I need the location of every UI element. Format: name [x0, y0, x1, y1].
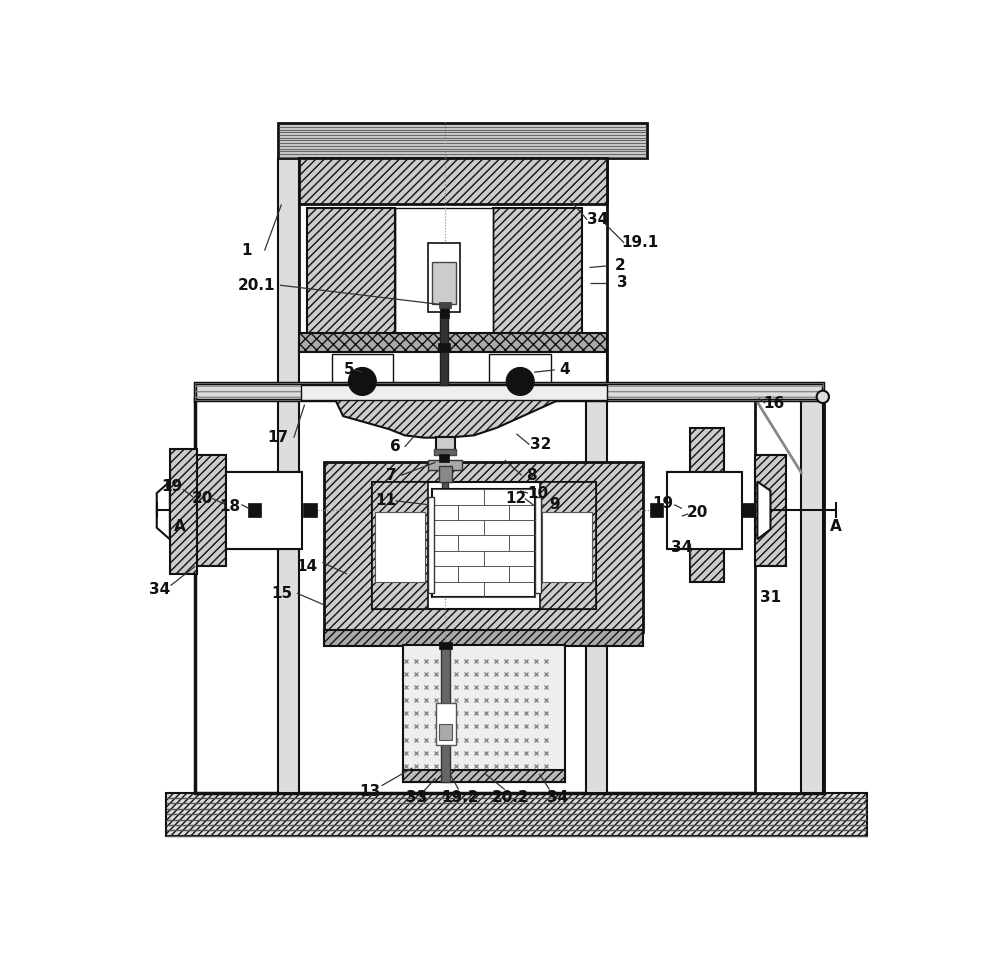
Bar	[755, 397, 824, 793]
Bar	[439, 454, 449, 461]
Bar	[195, 383, 823, 400]
Bar	[307, 208, 395, 335]
Text: 19.1: 19.1	[621, 235, 658, 250]
Bar	[540, 482, 596, 609]
Bar	[439, 302, 451, 308]
Text: 6: 6	[390, 439, 401, 455]
Bar	[489, 354, 551, 383]
Bar	[403, 645, 565, 782]
Bar	[436, 437, 455, 451]
Text: 15: 15	[271, 586, 292, 600]
Text: 16: 16	[764, 396, 785, 410]
Polygon shape	[335, 400, 559, 438]
Bar	[436, 703, 456, 745]
Text: 19: 19	[652, 496, 673, 510]
Bar	[432, 489, 535, 597]
Bar	[303, 503, 317, 517]
Text: 4: 4	[560, 363, 570, 377]
Bar	[666, 472, 742, 549]
Bar	[755, 455, 786, 566]
Text: 3: 3	[617, 275, 628, 290]
Bar	[226, 472, 302, 549]
Polygon shape	[157, 482, 170, 539]
Text: 34: 34	[587, 212, 608, 227]
Text: 9: 9	[549, 497, 559, 512]
Text: 20: 20	[192, 491, 213, 506]
Text: 20.1: 20.1	[238, 278, 276, 292]
Bar	[442, 455, 448, 539]
Bar	[195, 455, 226, 566]
Bar	[432, 262, 456, 304]
Bar	[372, 482, 596, 609]
Bar	[301, 384, 607, 400]
Bar	[195, 383, 823, 400]
Bar	[741, 503, 755, 517]
Bar	[542, 512, 592, 582]
Bar	[403, 770, 565, 782]
Text: 18: 18	[219, 499, 240, 513]
Bar	[299, 158, 607, 385]
Text: 32: 32	[530, 437, 551, 452]
Text: A: A	[174, 519, 186, 534]
Text: 34: 34	[149, 582, 170, 596]
Text: 34: 34	[671, 539, 693, 555]
Text: A: A	[830, 519, 842, 534]
Bar	[438, 343, 450, 352]
Text: 2: 2	[615, 259, 626, 273]
Bar	[535, 497, 541, 593]
Bar	[439, 466, 452, 482]
Bar	[586, 158, 607, 793]
Text: 17: 17	[267, 430, 288, 445]
Bar	[324, 462, 643, 632]
Bar	[428, 243, 460, 312]
Text: 7: 7	[386, 468, 396, 482]
Text: 11: 11	[375, 493, 396, 509]
Text: 14: 14	[296, 559, 317, 574]
Bar	[395, 208, 493, 335]
Bar	[278, 158, 299, 793]
Bar	[434, 450, 456, 455]
Text: 10: 10	[527, 485, 548, 501]
Bar	[801, 397, 823, 793]
Bar	[493, 208, 582, 335]
Bar	[439, 642, 452, 649]
Bar	[372, 482, 428, 609]
Polygon shape	[757, 482, 770, 539]
Bar	[278, 124, 647, 158]
Bar	[440, 312, 448, 385]
Bar	[248, 503, 261, 517]
Text: 20.2: 20.2	[491, 789, 529, 805]
Bar	[299, 350, 607, 385]
Bar	[440, 308, 449, 317]
Bar	[441, 645, 450, 782]
Bar	[299, 158, 607, 205]
Bar	[439, 724, 452, 739]
Circle shape	[506, 368, 534, 396]
Bar	[428, 497, 434, 593]
Bar	[324, 630, 643, 646]
Bar	[166, 793, 867, 836]
Text: 12: 12	[505, 491, 526, 506]
Text: 1: 1	[242, 243, 252, 258]
Bar	[650, 503, 663, 517]
Text: 19.2: 19.2	[441, 789, 479, 805]
Text: 19: 19	[162, 480, 183, 494]
Bar	[801, 397, 823, 793]
Circle shape	[348, 368, 376, 396]
Text: 5: 5	[344, 363, 355, 377]
Bar	[170, 450, 197, 574]
Text: 8: 8	[526, 468, 536, 482]
Bar	[375, 512, 425, 582]
Bar	[428, 460, 462, 470]
Bar	[299, 333, 607, 352]
Bar	[332, 354, 393, 383]
Text: 20: 20	[687, 505, 708, 520]
Bar	[690, 427, 724, 582]
Text: 13: 13	[359, 784, 381, 799]
Text: 31: 31	[760, 590, 781, 604]
Bar	[195, 400, 823, 793]
Text: 34: 34	[547, 789, 568, 805]
Circle shape	[817, 391, 829, 403]
Text: 33: 33	[406, 789, 427, 805]
